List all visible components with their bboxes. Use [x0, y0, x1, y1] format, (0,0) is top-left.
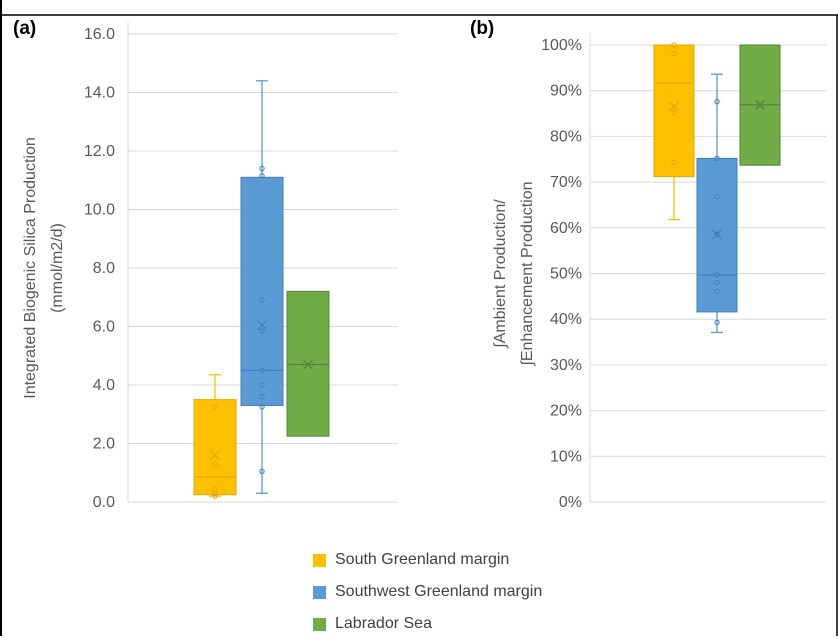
- ytick-label-b-9: 90%: [550, 83, 582, 100]
- data-point-b-0-1: [671, 109, 677, 116]
- data-point-a-1-8: [259, 165, 265, 172]
- legend-swatch-labrador-sea: [313, 617, 326, 631]
- data-point-a-0-3: [212, 461, 218, 467]
- ytick-label-a-4: 8.0: [93, 260, 115, 277]
- ytick-label-b-3: 30%: [550, 357, 582, 374]
- data-point-a-0-4: [212, 404, 218, 410]
- data-point-a-1-4: [259, 367, 265, 374]
- data-point-b-1-4: [714, 231, 720, 237]
- legend-swatch-southwest-greenland: [313, 585, 326, 599]
- ytick-label-a-8: 16.0: [84, 26, 115, 43]
- mean-marker-b-2: [755, 99, 765, 110]
- ytick-label-a-7: 14.0: [84, 85, 115, 102]
- ytick-label-b-1: 10%: [550, 448, 582, 465]
- data-point-b-1-2: [714, 279, 720, 286]
- legend: South Greenland margin Southwest Greenla…: [313, 544, 542, 640]
- data-point-b-1-1: [714, 288, 720, 295]
- ytick-label-a-0: 0.0: [93, 494, 115, 511]
- data-point-a-0-0: [212, 493, 218, 499]
- panel-label-a: (a): [13, 18, 37, 39]
- data-point-a-1-3: [259, 382, 265, 388]
- data-point-a-0-2: [212, 486, 218, 492]
- data-point-b-0-0: [671, 159, 677, 166]
- mean-marker-a-2: [303, 359, 313, 370]
- y-axis-label-b-1: ∫Enhancement Production: [519, 181, 536, 366]
- data-point-b-1-0: [714, 319, 720, 326]
- ytick-label-a-2: 4.0: [93, 377, 115, 394]
- mean-marker-a-1: [257, 320, 267, 330]
- data-point-b-0-2: [671, 50, 677, 57]
- data-point-a-1-5: [259, 328, 265, 334]
- ytick-label-b-4: 40%: [550, 311, 582, 328]
- mean-marker-b-0: [669, 101, 679, 112]
- y-axis-label-a-1: (mmol/m2/d): [49, 223, 66, 313]
- legend-item-labrador-sea: Labrador Sea: [313, 608, 542, 640]
- legend-label-south-greenland: South Greenland margin: [335, 551, 510, 568]
- data-point-a-1-0: [259, 468, 265, 474]
- ytick-label-b-7: 70%: [550, 174, 582, 191]
- data-point-b-1-6: [714, 155, 720, 162]
- ytick-label-b-6: 60%: [550, 220, 582, 237]
- mean-marker-a-0: [210, 450, 220, 461]
- data-point-a-1-2: [259, 394, 265, 400]
- legend-label-southwest-greenland: Southwest Greenland margin: [335, 583, 543, 600]
- data-point-a-1-7: [259, 173, 265, 179]
- box-a-1: [240, 176, 284, 406]
- data-point-b-1-3: [714, 272, 720, 278]
- ytick-label-a-3: 6.0: [93, 319, 115, 336]
- mean-marker-b-1: [712, 229, 722, 240]
- data-point-a-1-1: [259, 404, 265, 410]
- ytick-label-a-6: 12.0: [84, 143, 115, 160]
- ytick-label-b-2: 20%: [550, 403, 582, 420]
- data-point-b-1-5: [714, 194, 720, 200]
- ytick-label-b-8: 80%: [550, 128, 582, 145]
- legend-label-labrador-sea: Labrador Sea: [335, 615, 432, 632]
- legend-swatch-south-greenland: [313, 553, 326, 567]
- ytick-label-a-5: 10.0: [84, 202, 115, 219]
- box-a-0: [193, 399, 237, 496]
- legend-item-south-greenland: South Greenland margin: [313, 544, 542, 576]
- data-point-a-1-6: [259, 297, 265, 303]
- ytick-label-b-10: 100%: [541, 37, 582, 54]
- ytick-label-a-1: 2.0: [93, 436, 115, 453]
- ytick-label-b-0: 0%: [559, 494, 582, 511]
- y-axis-label-a-0: Integrated Biogenic Silica Production: [22, 137, 39, 399]
- panel-label-b: (b): [470, 18, 495, 39]
- y-axis-label-b-0: ∫Ambient Production/: [492, 199, 509, 349]
- data-point-b-1-7: [714, 98, 720, 105]
- ytick-label-b-5: 50%: [550, 266, 582, 283]
- data-point-b-0-3: [671, 42, 677, 48]
- legend-item-southwest-greenland: Southwest Greenland margin: [313, 576, 542, 608]
